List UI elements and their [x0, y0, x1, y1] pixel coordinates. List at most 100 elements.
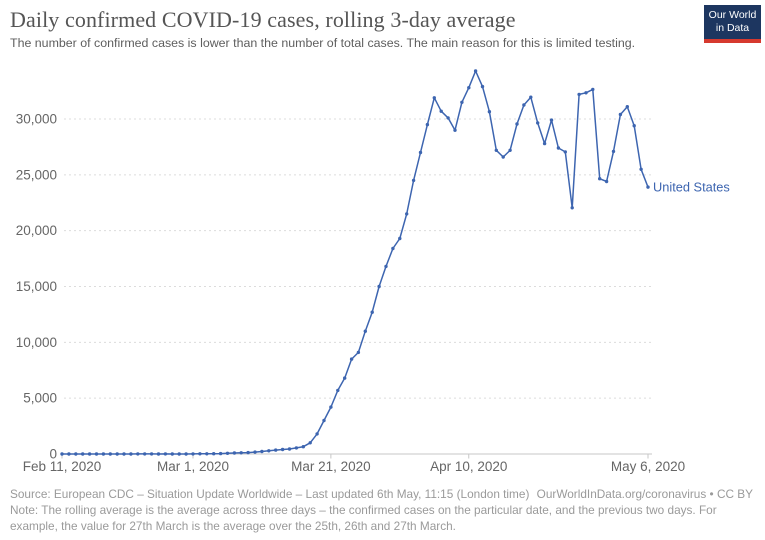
data-point	[432, 96, 436, 100]
data-point	[336, 388, 340, 393]
data-point	[253, 450, 257, 454]
data-point	[315, 432, 319, 436]
data-point	[480, 84, 485, 89]
data-point	[639, 167, 643, 171]
x-tick-label: May 6, 2020	[611, 459, 685, 474]
data-point	[549, 118, 554, 122]
chart-title: Daily confirmed COVID-19 cases, rolling …	[10, 7, 516, 32]
data-point	[260, 449, 264, 454]
data-point	[156, 452, 161, 456]
data-point	[163, 452, 168, 456]
data-point	[329, 405, 333, 409]
data-point	[322, 418, 326, 423]
data-point	[536, 121, 540, 125]
data-point	[370, 310, 374, 314]
data-point	[591, 87, 595, 92]
data-point	[225, 451, 230, 455]
data-point	[287, 447, 292, 451]
source-text: Source: European CDC – Situation Update …	[10, 487, 530, 501]
data-point	[294, 446, 299, 450]
data-point	[81, 452, 85, 456]
data-point	[604, 179, 609, 184]
data-point	[60, 452, 64, 456]
x-tick-label: Mar 21, 2020	[291, 459, 371, 474]
chart-header: Daily confirmed COVID-19 cases, rolling …	[10, 7, 693, 52]
logo-text-line1: Our World	[708, 9, 757, 22]
data-point	[556, 146, 561, 150]
data-point	[198, 452, 202, 456]
data-point	[425, 122, 430, 127]
data-point	[101, 452, 106, 456]
y-tick-label: 10,000	[16, 335, 57, 350]
x-tick-label: Feb 11, 2020	[23, 459, 102, 474]
data-point	[115, 452, 119, 456]
data-point	[122, 452, 126, 456]
chart-subtitle: The number of confirmed cases is lower t…	[10, 36, 636, 51]
data-point	[149, 452, 154, 456]
data-point	[129, 452, 133, 456]
data-point	[494, 148, 498, 152]
data-point	[94, 452, 99, 456]
data-point	[246, 450, 250, 455]
logo-text-line2: in Data	[715, 22, 750, 34]
owid-coronavirus-link[interactable]: OurWorldInData.org/coronavirus • CC BY	[536, 487, 753, 501]
data-point	[508, 148, 512, 152]
data-point	[487, 110, 492, 114]
data-point	[212, 452, 216, 456]
data-point	[598, 177, 602, 181]
x-tick-label: Apr 10, 2020	[430, 459, 507, 474]
data-point	[205, 452, 209, 456]
data-point	[384, 264, 388, 269]
data-point	[411, 178, 416, 183]
data-point	[398, 236, 402, 241]
data-point	[618, 112, 623, 117]
y-tick-label: 20,000	[16, 223, 57, 238]
data-point	[377, 284, 381, 289]
data-point	[625, 105, 629, 109]
data-point	[267, 449, 271, 453]
data-point	[232, 451, 237, 455]
y-tick-label: 30,000	[16, 112, 57, 127]
footer-note: Note: The rolling average is the average…	[10, 503, 717, 533]
owid-logo[interactable]: Our World in Data	[704, 5, 761, 43]
data-point	[405, 212, 409, 216]
data-point	[584, 91, 588, 95]
data-point	[274, 448, 278, 452]
data-point	[570, 206, 574, 210]
footer-source-row: Source: European CDC – Situation Update …	[10, 487, 753, 502]
y-tick-label: 0	[49, 447, 57, 462]
data-point	[632, 124, 636, 128]
data-point	[280, 447, 285, 452]
data-point	[363, 329, 367, 333]
data-point	[349, 357, 354, 361]
data-point	[239, 451, 243, 455]
y-tick-label: 15,000	[16, 279, 57, 294]
series-end-label: United States	[653, 179, 730, 194]
data-point	[473, 69, 478, 73]
data-point	[646, 185, 650, 189]
y-tick-label: 5,000	[23, 391, 57, 406]
data-point	[74, 452, 78, 456]
data-point	[356, 350, 361, 355]
x-tick-label: Mar 1, 2020	[157, 459, 229, 474]
data-point	[218, 451, 223, 456]
data-point	[439, 109, 443, 113]
data-point	[501, 155, 505, 159]
data-point	[301, 445, 305, 449]
data-point	[467, 86, 471, 90]
data-point	[308, 441, 312, 445]
data-point	[177, 452, 181, 456]
data-point	[136, 452, 140, 456]
data-point	[143, 452, 147, 456]
data-point	[611, 149, 616, 154]
data-point	[563, 150, 567, 154]
data-point	[67, 452, 71, 456]
y-tick-label: 25,000	[16, 167, 57, 182]
data-point	[391, 246, 395, 251]
data-point	[418, 150, 423, 155]
data-point	[515, 122, 519, 126]
data-point	[577, 92, 581, 97]
data-point	[343, 376, 347, 380]
data-point	[108, 452, 113, 456]
